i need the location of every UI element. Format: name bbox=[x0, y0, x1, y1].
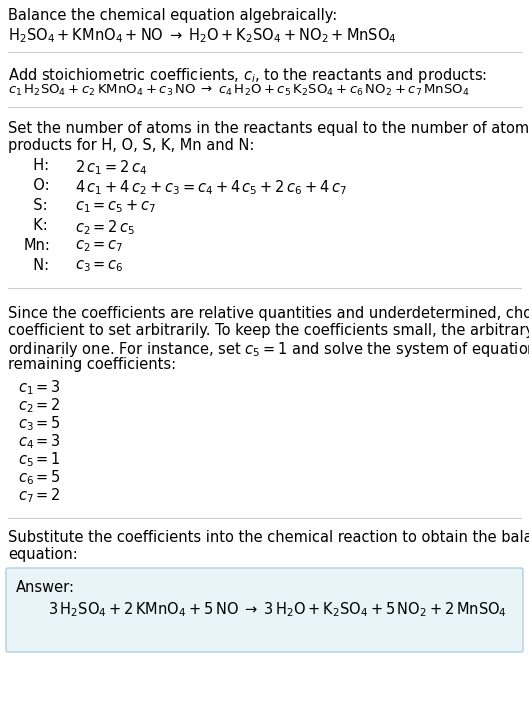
Text: $\mathrm{H_2SO_4 + KMnO_4 + NO \;\rightarrow\; H_2O + K_2SO_4 + NO_2 + MnSO_4}$: $\mathrm{H_2SO_4 + KMnO_4 + NO \;\righta… bbox=[8, 26, 397, 44]
Text: remaining coefficients:: remaining coefficients: bbox=[8, 357, 176, 372]
Text: Substitute the coefficients into the chemical reaction to obtain the balanced: Substitute the coefficients into the che… bbox=[8, 530, 529, 545]
Text: Since the coefficients are relative quantities and underdetermined, choose a: Since the coefficients are relative quan… bbox=[8, 306, 529, 321]
Text: O:: O: bbox=[24, 178, 50, 193]
Text: $c_6 = 5$: $c_6 = 5$ bbox=[18, 468, 61, 486]
Text: H:: H: bbox=[24, 158, 49, 173]
Text: $c_1 = c_5 + c_7$: $c_1 = c_5 + c_7$ bbox=[75, 198, 157, 214]
Text: $c_4 = 3$: $c_4 = 3$ bbox=[18, 432, 61, 451]
Text: Balance the chemical equation algebraically:: Balance the chemical equation algebraica… bbox=[8, 8, 338, 23]
Text: $c_5 = 1$: $c_5 = 1$ bbox=[18, 450, 61, 469]
Text: equation:: equation: bbox=[8, 547, 78, 562]
Text: $4\,c_1 + 4\,c_2 + c_3 = c_4 + 4\,c_5 + 2\,c_6 + 4\,c_7$: $4\,c_1 + 4\,c_2 + c_3 = c_4 + 4\,c_5 + … bbox=[75, 178, 347, 197]
Text: K:: K: bbox=[24, 218, 48, 233]
Text: $c_3 = c_6$: $c_3 = c_6$ bbox=[75, 258, 124, 273]
Text: Set the number of atoms in the reactants equal to the number of atoms in the: Set the number of atoms in the reactants… bbox=[8, 121, 529, 136]
Text: Answer:: Answer: bbox=[16, 580, 75, 595]
Text: $c_1 = 3$: $c_1 = 3$ bbox=[18, 378, 61, 397]
Text: $c_3 = 5$: $c_3 = 5$ bbox=[18, 414, 61, 433]
Text: $c_2 = 2\,c_5$: $c_2 = 2\,c_5$ bbox=[75, 218, 135, 237]
FancyBboxPatch shape bbox=[6, 568, 523, 652]
Text: $c_1\,\mathrm{H_2SO_4} + c_2\,\mathrm{KMnO_4} + c_3\,\mathrm{NO} \;\rightarrow\;: $c_1\,\mathrm{H_2SO_4} + c_2\,\mathrm{KM… bbox=[8, 83, 470, 98]
Text: products for H, O, S, K, Mn and N:: products for H, O, S, K, Mn and N: bbox=[8, 138, 254, 153]
Text: $c_2 = c_7$: $c_2 = c_7$ bbox=[75, 238, 124, 254]
Text: S:: S: bbox=[24, 198, 48, 213]
Text: ordinarily one. For instance, set $c_5 = 1$ and solve the system of equations fo: ordinarily one. For instance, set $c_5 =… bbox=[8, 340, 529, 359]
Text: $c_2 = 2$: $c_2 = 2$ bbox=[18, 396, 61, 414]
Text: $c_7 = 2$: $c_7 = 2$ bbox=[18, 486, 61, 505]
Text: Add stoichiometric coefficients, $c_i$, to the reactants and products:: Add stoichiometric coefficients, $c_i$, … bbox=[8, 66, 487, 85]
Text: coefficient to set arbitrarily. To keep the coefficients small, the arbitrary va: coefficient to set arbitrarily. To keep … bbox=[8, 323, 529, 338]
Text: Mn:: Mn: bbox=[24, 238, 51, 253]
Text: N:: N: bbox=[24, 258, 49, 273]
Text: $2\,c_1 = 2\,c_4$: $2\,c_1 = 2\,c_4$ bbox=[75, 158, 147, 177]
Text: $3\,\mathrm{H_2SO_4} + 2\,\mathrm{KMnO_4} + 5\,\mathrm{NO} \;\rightarrow\; 3\,\m: $3\,\mathrm{H_2SO_4} + 2\,\mathrm{KMnO_4… bbox=[48, 600, 507, 619]
